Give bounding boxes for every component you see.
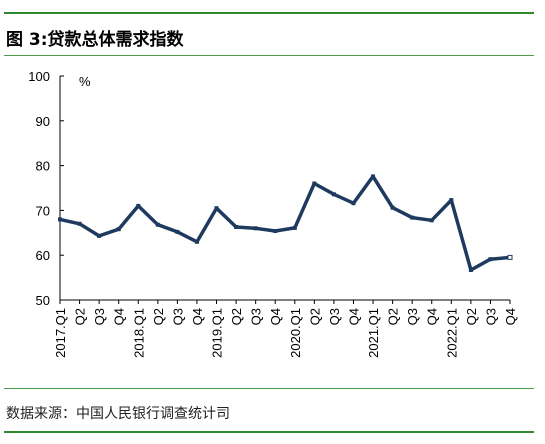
x-tick-label: Q2 bbox=[151, 308, 166, 325]
data-point bbox=[175, 229, 180, 234]
data-point bbox=[449, 198, 454, 203]
y-unit-label: % bbox=[79, 74, 91, 89]
data-point bbox=[390, 205, 395, 210]
bottom-rule bbox=[4, 431, 534, 433]
x-tick-label: Q4 bbox=[425, 308, 440, 325]
x-tick-label: Q4 bbox=[346, 308, 361, 325]
y-tick-label: 60 bbox=[36, 248, 50, 263]
data-point bbox=[195, 239, 199, 244]
x-tick-label: Q3 bbox=[483, 308, 498, 325]
top-rule bbox=[4, 12, 534, 14]
y-tick-label: 50 bbox=[36, 293, 50, 308]
source-rule bbox=[4, 388, 534, 389]
x-tick-label: Q2 bbox=[307, 308, 322, 325]
data-point bbox=[214, 206, 219, 211]
x-tick-label: Q3 bbox=[249, 308, 264, 325]
x-tick-label: Q4 bbox=[268, 308, 283, 325]
data-point bbox=[292, 225, 297, 230]
title-rule bbox=[4, 55, 534, 56]
data-point bbox=[410, 215, 415, 220]
data-point bbox=[429, 218, 434, 223]
x-tick-label: Q2 bbox=[73, 308, 88, 325]
x-tick-label: 2018.Q1 bbox=[131, 308, 146, 358]
data-point bbox=[331, 192, 336, 197]
y-tick-label: 90 bbox=[36, 114, 50, 129]
y-ticks: 50 60 70 80 90 100 bbox=[28, 69, 64, 308]
data-point bbox=[273, 229, 278, 233]
data-point bbox=[77, 221, 82, 226]
data-point bbox=[155, 222, 160, 227]
data-point bbox=[488, 257, 493, 262]
x-tick-label: 2017.Q1 bbox=[53, 308, 68, 358]
data-point bbox=[97, 233, 102, 238]
x-tick-label: Q3 bbox=[405, 308, 420, 325]
data-point bbox=[468, 268, 473, 272]
x-tick-label: Q2 bbox=[386, 308, 401, 325]
source-note: 数据来源：中国人民银行调查统计司 bbox=[6, 406, 230, 422]
data-point bbox=[253, 226, 258, 231]
data-point bbox=[371, 174, 375, 179]
y-tick-label: 80 bbox=[36, 159, 50, 174]
x-tick-label: Q3 bbox=[327, 308, 342, 325]
x-tick-label: 2021.Q1 bbox=[366, 308, 381, 358]
x-tick-label: Q2 bbox=[464, 308, 479, 325]
x-tick-label: 2022.Q1 bbox=[444, 308, 459, 358]
data-points bbox=[58, 174, 513, 272]
axes bbox=[59, 76, 510, 301]
x-tick-label: Q3 bbox=[170, 308, 185, 325]
x-tick-label: 2020.Q1 bbox=[288, 308, 303, 358]
y-tick-label: 100 bbox=[28, 69, 50, 84]
x-tick-label: Q4 bbox=[190, 308, 205, 325]
data-point bbox=[234, 225, 239, 229]
data-point bbox=[351, 201, 356, 206]
series-line bbox=[58, 174, 512, 272]
x-tick-label: 2019.Q1 bbox=[210, 308, 225, 358]
x-ticks: 2017.Q1 Q2 Q3 Q4 2018.Q1 Q2 Q3 Q4 2019.Q1 Q2 Q3 Q4 2… bbox=[53, 300, 518, 358]
data-point bbox=[136, 203, 141, 208]
data-point bbox=[116, 227, 121, 232]
x-tick-label: Q4 bbox=[112, 308, 127, 325]
data-point bbox=[312, 181, 317, 186]
y-tick-label: 70 bbox=[36, 203, 50, 218]
chart-title: 图 3:贷款总体需求指数 bbox=[6, 30, 184, 50]
data-point bbox=[58, 217, 62, 222]
data-point bbox=[507, 254, 513, 260]
x-tick-label: Q2 bbox=[229, 308, 244, 325]
x-tick-label: Q4 bbox=[503, 308, 518, 325]
x-tick-label: Q3 bbox=[92, 308, 107, 325]
